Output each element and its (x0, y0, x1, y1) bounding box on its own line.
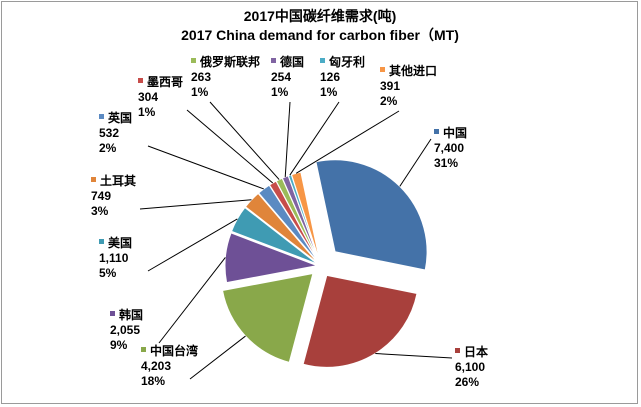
legend-key-3 (141, 347, 146, 352)
label-value-8: 304 (138, 90, 158, 104)
leader-line-12 (295, 110, 400, 174)
label-value-9: 263 (191, 70, 211, 84)
data-labels: 中国7,40031%日本6,10026%中国台湾4,20318%韩国2,0559… (91, 54, 488, 389)
legend-key-6 (91, 177, 96, 182)
label-value-5: 1,110 (99, 251, 129, 265)
legend-key-5 (99, 239, 104, 244)
leader-line-3 (189, 335, 246, 380)
label-name-4: 韩国 (119, 307, 143, 322)
label-percent-8: 1% (138, 105, 156, 119)
label-name-12: 其他进口 (389, 63, 437, 78)
label-name-8: 墨西哥 (147, 75, 183, 89)
legend-key-12 (380, 67, 385, 72)
label-value-2: 6,100 (455, 360, 485, 374)
label-name-11: 匈牙利 (328, 54, 365, 69)
label-value-10: 254 (271, 70, 291, 84)
label-percent-11: 1% (320, 85, 338, 99)
leader-line-9 (209, 101, 280, 180)
label-name-2: 日本 (464, 344, 488, 359)
label-percent-7: 2% (99, 141, 117, 155)
label-percent-2: 26% (455, 375, 479, 389)
legend-key-4 (110, 311, 115, 316)
legend-key-10 (271, 58, 276, 63)
label-percent-1: 31% (434, 156, 458, 170)
leader-line-6 (139, 199, 252, 210)
legend-key-7 (99, 114, 104, 119)
leader-lines (139, 101, 453, 380)
label-value-1: 7,400 (434, 141, 464, 155)
leader-line-1 (399, 138, 432, 187)
label-percent-10: 1% (271, 85, 289, 99)
leader-line-11 (289, 101, 340, 176)
legend-key-1 (434, 129, 439, 134)
label-percent-3: 18% (141, 374, 165, 388)
leader-line-7 (147, 145, 264, 190)
label-percent-5: 5% (99, 266, 117, 280)
leader-line-4 (158, 257, 226, 344)
label-name-10: 德国 (280, 54, 304, 69)
label-value-12: 391 (380, 79, 400, 93)
label-name-3: 中国台湾 (150, 343, 198, 358)
legend-key-9 (191, 58, 196, 63)
pie-slices (221, 159, 428, 368)
pie-slice-6 (244, 192, 319, 264)
label-value-3: 4,203 (141, 359, 171, 373)
pie-slice-4 (224, 232, 319, 284)
label-name-6: 土耳其 (100, 173, 136, 188)
label-name-9: 俄罗斯联邦 (199, 54, 260, 69)
pie-slice-3 (221, 272, 314, 363)
label-percent-9: 1% (191, 85, 209, 99)
leader-line-5 (147, 218, 238, 272)
leader-line-10 (284, 101, 291, 177)
chart-title: 2017中国碳纤维需求(吨) (244, 8, 396, 24)
pie-slice-2 (302, 274, 418, 368)
label-value-6: 749 (91, 189, 111, 203)
label-name-1: 中国 (443, 125, 467, 140)
leader-line-2 (375, 353, 453, 359)
label-name-5: 美国 (108, 235, 132, 250)
pie-slice-1 (315, 159, 428, 271)
label-percent-12: 2% (380, 94, 398, 108)
label-value-11: 126 (320, 70, 340, 84)
chart-subtitle: 2017 China demand for carbon fiber（MT) (181, 27, 459, 43)
label-percent-6: 3% (91, 204, 109, 218)
label-value-7: 532 (99, 126, 119, 140)
legend-key-8 (138, 78, 143, 83)
leader-line-8 (186, 109, 274, 184)
legend-key-11 (320, 58, 325, 63)
legend-key-2 (455, 348, 460, 353)
label-percent-4: 9% (110, 338, 128, 352)
pie-slice-12 (290, 171, 321, 263)
label-name-7: 英国 (108, 110, 132, 125)
label-value-4: 2,055 (110, 323, 140, 337)
